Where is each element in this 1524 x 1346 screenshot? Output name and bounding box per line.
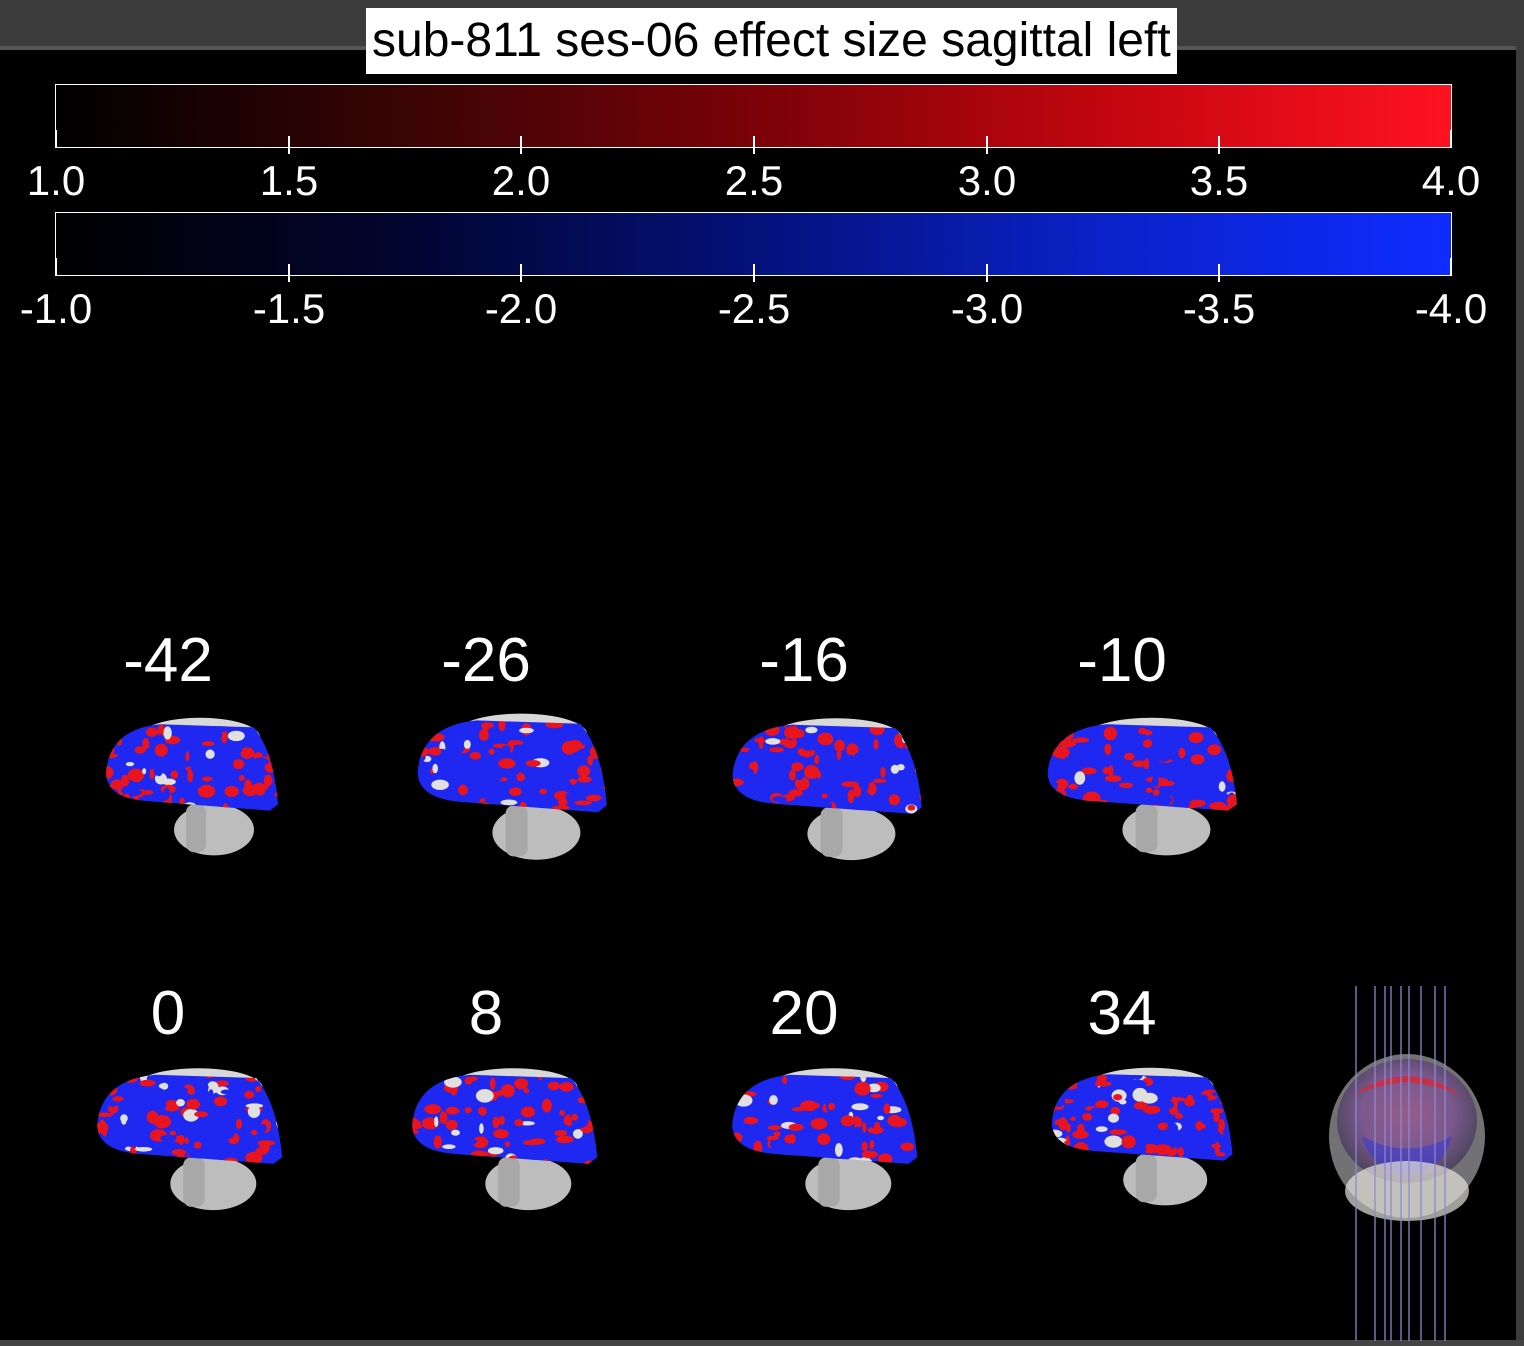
slice-label: 20 [769, 979, 839, 1048]
slice-label: -26 [441, 626, 531, 695]
brain-slice [732, 1068, 918, 1211]
brainstem [505, 805, 528, 857]
window-right-border [1516, 0, 1524, 1346]
figure-title: sub-811 ses-06 effect size sagittal left [366, 8, 1177, 74]
negative-tick [55, 258, 57, 276]
overlay-speckles [106, 724, 278, 811]
positive-tick-label: 3.0 [957, 157, 1017, 204]
brainstem [820, 807, 843, 857]
positive-tick [55, 130, 57, 148]
slice-label: 34 [1087, 979, 1157, 1048]
brainstem [186, 804, 206, 853]
brainstem [1135, 804, 1158, 853]
negative-tick-label: -1.0 [19, 285, 93, 332]
overlay-negative [1051, 1074, 1233, 1161]
brainstem [818, 1157, 840, 1207]
positive-tick [986, 136, 988, 154]
negative-tick-label: -2.0 [484, 285, 558, 332]
positive-tick [1218, 136, 1220, 154]
slice-label: -16 [759, 626, 849, 695]
positive-tick-label: 4.0 [1421, 157, 1481, 204]
positive-tick-label: 3.5 [1189, 157, 1249, 204]
positive-tick-label: 2.5 [724, 157, 784, 204]
negative-tick-label: -4.0 [1414, 285, 1488, 332]
window-bottom-border [0, 1340, 1524, 1346]
brain-slice [412, 1068, 598, 1211]
locator-cerebellum [1345, 1161, 1469, 1221]
locator-3d-view [1329, 986, 1485, 1341]
negative-tick [753, 264, 755, 282]
positive-tick [288, 136, 290, 154]
brain-slice [106, 717, 278, 856]
negative-tick-label: -1.5 [252, 285, 326, 332]
positive-tick [753, 136, 755, 154]
negative-tick [288, 264, 290, 282]
cerebellum [1122, 804, 1211, 856]
brain-slice [97, 1068, 283, 1211]
positive-tick-label: 2.0 [491, 157, 551, 204]
slice-label: 0 [150, 979, 186, 1048]
slice-label: -10 [1077, 626, 1167, 695]
negative-tick [520, 264, 522, 282]
brain-slice [1051, 1067, 1233, 1206]
negative-tick-label: -3.5 [1182, 285, 1256, 332]
brainstem [1135, 1154, 1157, 1203]
slice-label: 8 [468, 979, 504, 1048]
brainstem [183, 1157, 205, 1207]
brainstem [498, 1157, 520, 1207]
negative-tick [986, 264, 988, 282]
negative-tick-label: -3.0 [950, 285, 1024, 332]
positive-tick-label: 1.5 [259, 157, 319, 204]
cerebellum [485, 1157, 572, 1211]
locator-slice-lines [1355, 986, 1446, 1341]
brain-slice [1047, 717, 1237, 856]
negative-tick-label: -2.5 [717, 285, 791, 332]
negative-tick [1450, 258, 1452, 276]
positive-tick [520, 136, 522, 154]
positive-tick-label: 1.0 [26, 157, 86, 204]
brain-slice [732, 718, 922, 861]
slice-label: -42 [123, 626, 213, 695]
overlay-negative [1047, 724, 1237, 811]
positive-tick [1450, 130, 1452, 148]
negative-tick [1218, 264, 1220, 282]
cerebellum [1123, 1154, 1208, 1206]
brain-slice [417, 713, 607, 860]
